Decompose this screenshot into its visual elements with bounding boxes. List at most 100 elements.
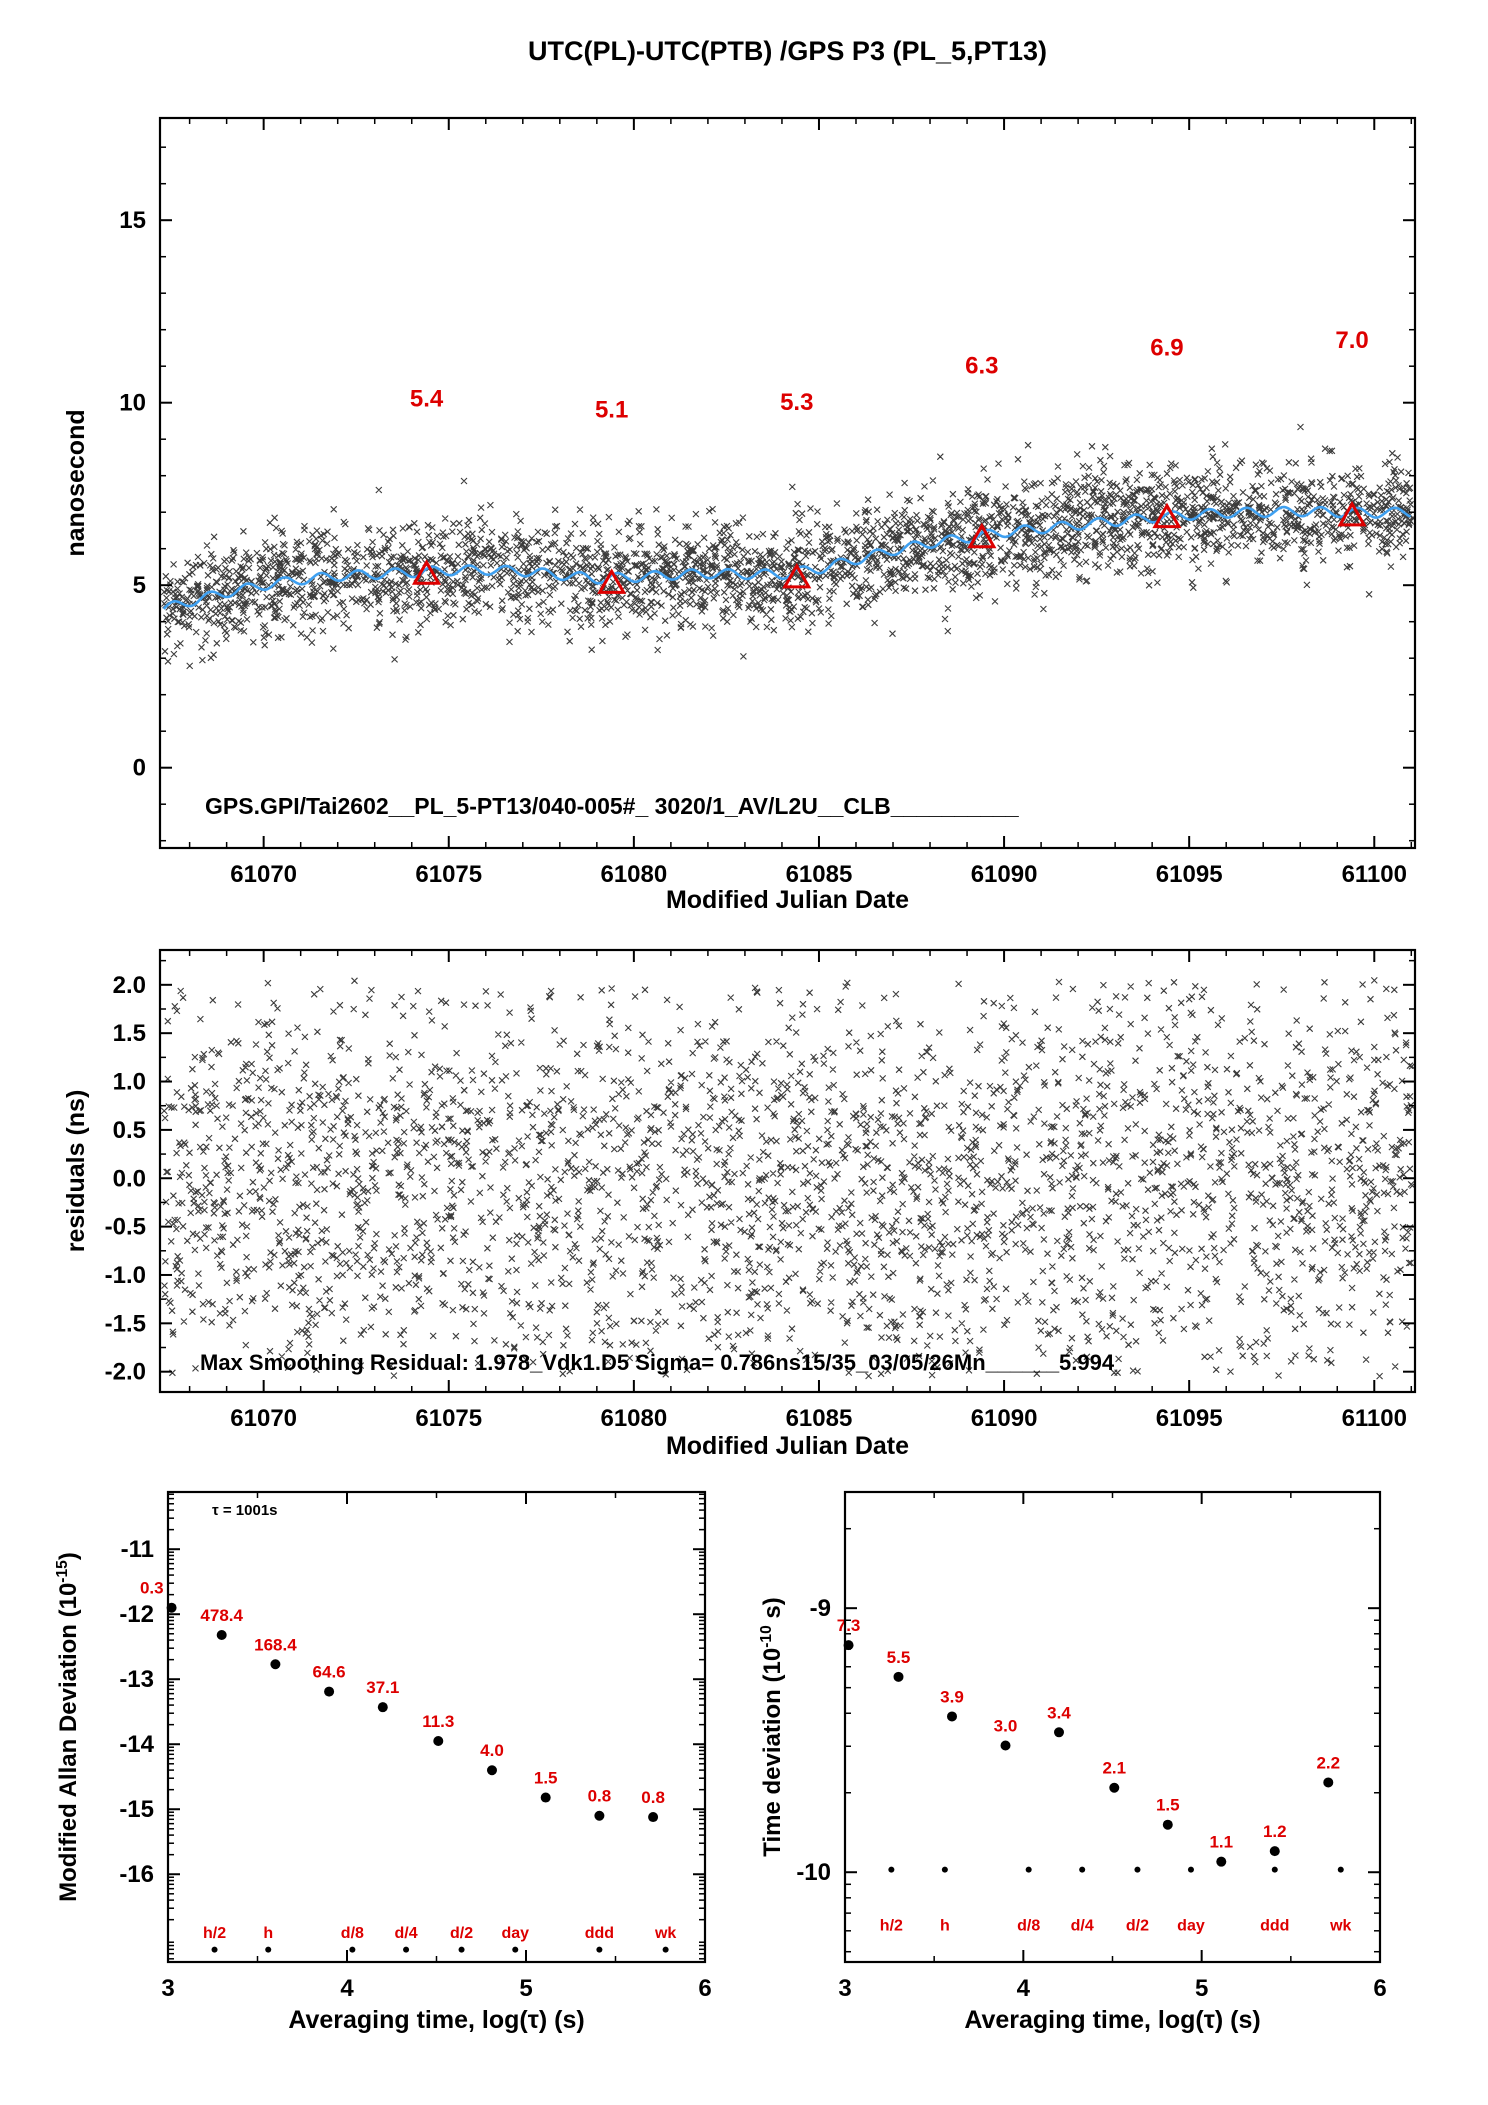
- mdev-deviation-point: [540, 1792, 551, 1803]
- averaging-interval-label: d/2: [450, 1925, 473, 1942]
- mdev-deviation-point: [648, 1812, 659, 1823]
- averaging-interval-label: h/2: [880, 1917, 903, 1934]
- averaging-interval-dot: [1079, 1866, 1086, 1873]
- mdev-y-axis-label-close: ): [55, 1552, 82, 1561]
- mdev-deviation-value-label: 37.1: [366, 1678, 399, 1697]
- calibration-marker-triangle: [1337, 500, 1367, 527]
- mdev-deviation-value-label: 11.3: [422, 1712, 454, 1731]
- residuals-x-tick-label: 61070: [230, 1405, 297, 1432]
- calibration-marker-triangle: [597, 568, 627, 594]
- tdev-deviation-value-label: 7.3: [837, 1616, 861, 1635]
- marker-value-label: 5.4: [410, 385, 444, 412]
- phase-y-tick-label: 0: [133, 755, 146, 782]
- tdev-x-tick-label: 4: [1017, 1975, 1031, 2002]
- averaging-interval-label: h/2: [203, 1925, 226, 1942]
- averaging-interval-label: d/2: [1126, 1917, 1149, 1934]
- mdev-deviation-point: [594, 1810, 605, 1821]
- residuals-scatter-points: [160, 977, 1415, 1380]
- averaging-interval-dot: [211, 1946, 218, 1953]
- averaging-interval-dot: [941, 1866, 948, 1873]
- mdev-deviation-value-label: 478.4: [200, 1606, 243, 1625]
- tdev-deviation-point: [1162, 1819, 1173, 1830]
- averaging-interval-label: wk: [1329, 1917, 1351, 1934]
- tdev-x-tick-label: 3: [838, 1975, 851, 2002]
- mdev-x-tick-label: 5: [519, 1975, 532, 2002]
- residuals-x-tick-label: 61075: [415, 1405, 482, 1432]
- residuals-y-tick-label: 1.0: [113, 1069, 146, 1096]
- averaging-interval-label: h: [940, 1917, 950, 1934]
- averaging-interval-label: d/4: [1071, 1917, 1094, 1934]
- residuals-x-tick-label: 61095: [1156, 1405, 1223, 1432]
- marker-value-label: 6.9: [1150, 334, 1183, 361]
- tdev-y-axis-label-close: s): [759, 1597, 786, 1626]
- calibration-marker-triangle: [411, 559, 442, 585]
- phase-x-tick-label: 61070: [230, 861, 297, 888]
- averaging-interval-label: day: [501, 1925, 529, 1942]
- mdev-deviation-point: [216, 1630, 227, 1641]
- averaging-interval-dot: [1187, 1866, 1194, 1873]
- averaging-interval-label: d/8: [1017, 1917, 1040, 1934]
- averaging-interval-dot: [458, 1946, 465, 1953]
- averaging-interval-dot: [1134, 1866, 1141, 1873]
- tdev-deviation-value-label: 3.4: [1047, 1703, 1071, 1722]
- tdev-deviation-value-label: 1.1: [1209, 1833, 1233, 1852]
- tdev-deviation-value-label: 2.2: [1316, 1753, 1340, 1772]
- averaging-interval-label: h: [263, 1925, 273, 1942]
- mdev-y-tick-label: -13: [119, 1666, 154, 1693]
- tau-annotation: τ = 1001s: [212, 1502, 278, 1519]
- phase-scatter-points: [160, 423, 1415, 670]
- phase-x-tick-label: 61075: [415, 861, 482, 888]
- mdev-deviation-value-label: 4.0: [480, 1741, 504, 1760]
- phase-y-tick-label: 10: [119, 390, 146, 417]
- mdev-y-tick-label: -12: [119, 1601, 154, 1628]
- calibration-marker-triangle: [967, 522, 997, 549]
- phase-x-tick-label: 61095: [1156, 861, 1223, 888]
- averaging-interval-dot: [1337, 1866, 1344, 1873]
- tdev-x-tick-label: 5: [1195, 1975, 1208, 2002]
- tdev-deviation-point: [1109, 1782, 1120, 1793]
- averaging-interval-dot: [512, 1946, 519, 1953]
- mdev-deviation-point: [486, 1765, 497, 1776]
- mdev-x-axis-label: Averaging time, log(τ) (s): [288, 2006, 585, 2034]
- tdev-deviation-value-label: 1.5: [1156, 1796, 1180, 1815]
- residuals-y-tick-label: 1.5: [113, 1020, 146, 1047]
- tdev-deviation-point: [947, 1711, 957, 1722]
- mdev-deviation-value-label: 0.3: [140, 1579, 164, 1598]
- tdev-x-tick-label: 6: [1373, 1975, 1386, 2002]
- phase-y-tick-label: 5: [133, 572, 146, 599]
- mdev-deviation-point: [433, 1735, 444, 1746]
- marker-value-label: 5.1: [595, 396, 628, 423]
- mdev-deviation-point: [324, 1686, 335, 1697]
- calibration-marker-triangle: [1152, 502, 1182, 529]
- phase-y-tick-label: 15: [119, 207, 146, 234]
- phase-x-tick-label: 61080: [600, 861, 667, 888]
- averaging-interval-dot: [1025, 1866, 1032, 1873]
- marker-value-label: 7.0: [1335, 327, 1368, 354]
- residuals-y-tick-label: -1.5: [105, 1310, 146, 1337]
- phase-annotation: GPS.GPI/Tai2602__PL_5-PT13/040-005#_ 302…: [205, 793, 1019, 819]
- calibration-marker-triangle: [782, 562, 812, 589]
- residuals-y-tick-label: 2.0: [113, 972, 146, 999]
- averaging-interval-dot: [888, 1866, 895, 1873]
- chart-title: UTC(PL)-UTC(PTB) /GPS P3 (PL_5,PT13): [527, 36, 1048, 66]
- tdev-deviation-value-label: 2.1: [1102, 1759, 1126, 1778]
- averaging-interval-dot: [662, 1946, 669, 1953]
- mdev-panel: 0.3 478.4 168.4 64.6 37.1 11.3 4.0 1.5 0.8 0.8 h/2…: [119, 1490, 712, 2002]
- mdev-deviation-value-label: 0.8: [641, 1788, 665, 1807]
- averaging-interval-label: ddd: [585, 1925, 614, 1942]
- mdev-y-axis-label-exponent: -15: [54, 1560, 71, 1583]
- phase-axes: 61070 61075 61080 61085 61090 61095 61100 0 5 10 1…: [119, 116, 1417, 888]
- tdev-y-axis-label-text: Time deviation (10: [759, 1647, 786, 1857]
- phase-plot-area: [160, 423, 1415, 670]
- mdev-x-tick-label: 3: [161, 1975, 174, 2002]
- averaging-interval-label: d/4: [395, 1925, 418, 1942]
- mdev-deviation-value-label: 168.4: [254, 1635, 297, 1654]
- tdev-deviation-value-label: 5.5: [887, 1648, 911, 1667]
- tdev-y-tick-label: -9: [810, 1595, 831, 1622]
- marker-value-label: 6.3: [965, 353, 998, 380]
- residuals-panel: 61070 61075 61080 61085 61090 61095 61100 2.0 1.…: [105, 948, 1417, 1432]
- averaging-interval-dot: [265, 1946, 272, 1953]
- tdev-deviation-point: [1000, 1740, 1011, 1751]
- mdev-x-tick-label: 4: [340, 1975, 354, 2002]
